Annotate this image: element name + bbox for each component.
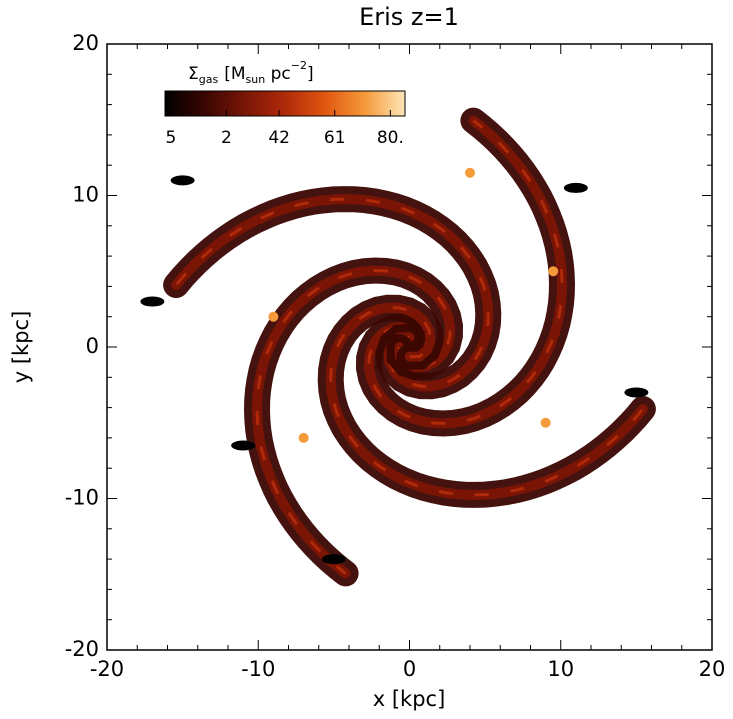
x-tick-label: 0 <box>403 657 416 681</box>
gas-cloud <box>563 182 588 193</box>
colorbar <box>164 90 406 117</box>
y-tick-label: 20 <box>72 31 99 55</box>
label-part: pc <box>265 64 291 84</box>
y-axis-label: y [kpc] <box>9 311 33 384</box>
gas-cloud <box>140 296 165 307</box>
colorbar-tick-label: 80. <box>377 128 404 148</box>
x-tick-label: 10 <box>547 657 574 681</box>
label-part: −2 <box>291 59 307 72</box>
gas-cloud <box>170 175 195 186</box>
gas-cloud <box>321 554 346 565</box>
gas-cloud <box>231 440 256 451</box>
gas-clump <box>268 311 279 322</box>
colorbar-tick-label: 61 <box>324 128 346 148</box>
label-part: [M <box>224 64 245 84</box>
gas-arm-ridge <box>255 268 452 575</box>
y-tick-label: 10 <box>72 183 99 207</box>
gas-arm-ridge <box>329 306 645 497</box>
chart-title: Eris z=1 <box>359 3 459 31</box>
gas-map <box>140 107 656 587</box>
y-tick-label: -10 <box>65 486 99 510</box>
label-part: sun <box>246 73 266 86</box>
gas-cloud <box>624 387 649 398</box>
colorbar-label: Σgas [Msun pc−2] <box>188 59 314 86</box>
gas-clump <box>548 266 559 277</box>
colorbar-tick-label: 5 <box>165 128 176 148</box>
x-tick-label: -10 <box>241 657 275 681</box>
label-part: ] <box>307 64 314 84</box>
gas-arm-ridge <box>367 119 564 426</box>
gas-clump <box>465 167 475 178</box>
gas-clump <box>540 417 551 428</box>
y-tick-label: -20 <box>65 637 99 661</box>
x-tick-label: -20 <box>90 657 124 681</box>
x-tick-label: 20 <box>699 657 726 681</box>
label-part: gas <box>199 73 219 86</box>
y-tick-label: 0 <box>86 334 99 358</box>
colorbar-tick-label: 2 <box>221 128 232 148</box>
label-part: Σ <box>188 64 199 84</box>
gas-arm-ridge <box>174 197 490 388</box>
x-axis-label: x [kpc] <box>373 687 446 711</box>
colorbar-tick-label: 42 <box>268 128 290 148</box>
gas-clump <box>298 432 309 443</box>
